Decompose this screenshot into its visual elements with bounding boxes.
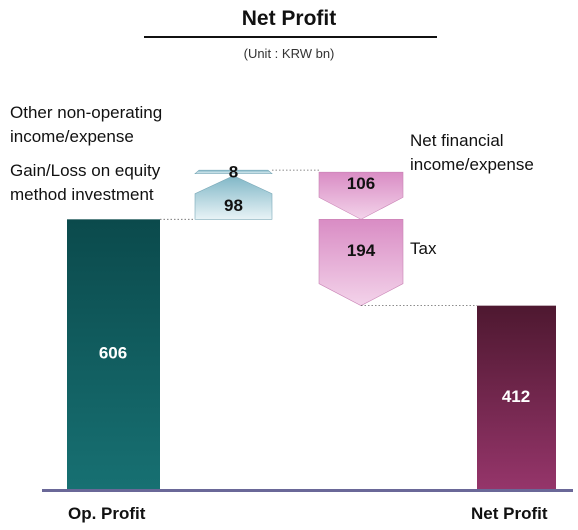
data-label-equity-method: 98 xyxy=(224,196,243,215)
step-label-equity-method: Gain/Loss on equity method investment xyxy=(10,161,161,204)
chart-unit-note: (Unit : KRW bn) xyxy=(243,46,335,61)
title-underline xyxy=(144,36,437,38)
data-label-op-profit: 606 xyxy=(99,344,127,363)
step-label-net-financial: Net financial income/expense xyxy=(410,131,534,174)
data-label-net-profit: 412 xyxy=(502,387,530,406)
step-bar-equity-method xyxy=(194,175,273,220)
bar-net-profit xyxy=(477,305,556,489)
data-label-other-non-operating: 8 xyxy=(229,162,238,181)
step-label-tax: Tax xyxy=(410,239,437,258)
step-bar-tax xyxy=(318,219,404,306)
step-bar-net-financial xyxy=(318,171,404,220)
step-bar-other-non-operating xyxy=(194,169,273,175)
data-label-tax: 194 xyxy=(347,241,376,260)
chart-title: Net Profit xyxy=(241,7,337,30)
bar-op-profit xyxy=(67,219,160,489)
x-axis-baseline xyxy=(42,489,573,492)
step-label-other-non-operating: Other non-operating income/expense xyxy=(10,103,163,146)
x-tick-label-net-profit: Net Profit xyxy=(471,504,548,523)
x-tick-label-op-profit: Op. Profit xyxy=(68,504,146,523)
data-label-net-financial: 106 xyxy=(347,174,375,193)
